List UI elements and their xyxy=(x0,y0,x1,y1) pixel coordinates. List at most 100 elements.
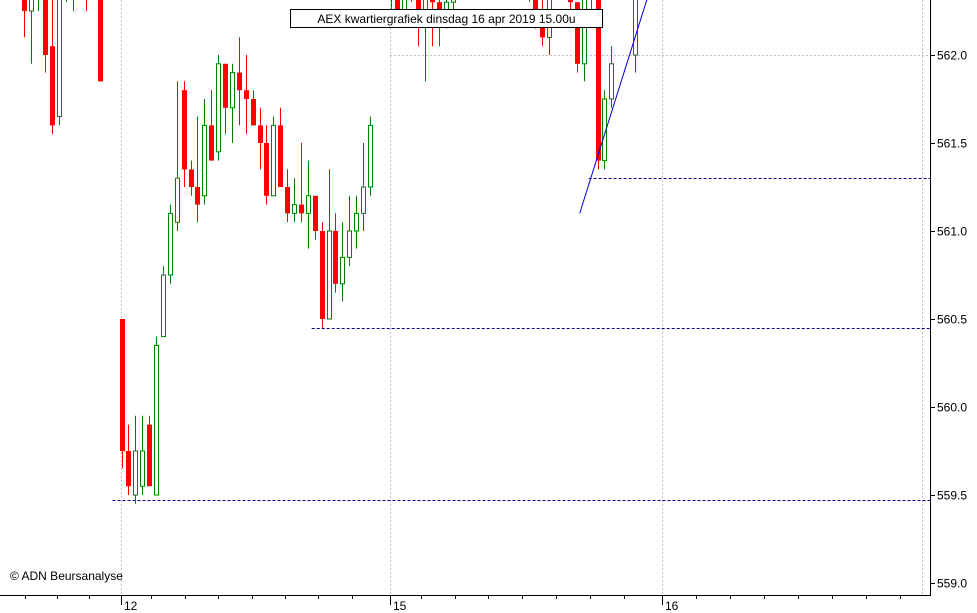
candle xyxy=(361,143,366,231)
candle-body-up xyxy=(175,177,180,223)
candle xyxy=(333,213,338,293)
candle-body-up xyxy=(57,0,62,118)
candle xyxy=(251,90,256,126)
candle xyxy=(258,107,263,170)
candle xyxy=(368,116,373,196)
candle xyxy=(120,319,125,469)
candle xyxy=(230,63,235,143)
candle-body-down xyxy=(395,0,400,11)
candle-body-down xyxy=(189,169,194,187)
candle-body-up xyxy=(161,274,166,338)
candle-body-up xyxy=(340,256,345,285)
candle xyxy=(540,0,545,47)
candles xyxy=(22,0,638,504)
candle xyxy=(202,99,207,205)
candle xyxy=(271,116,276,197)
candle-body-down xyxy=(575,2,580,64)
candle xyxy=(22,0,27,38)
candle xyxy=(237,37,242,126)
candle-body-up xyxy=(354,212,359,232)
candle-body-down xyxy=(209,125,214,161)
y-tick-label: 560.0 xyxy=(937,401,967,415)
candle-body-down xyxy=(333,231,338,284)
candle xyxy=(264,125,269,205)
candle-body-down xyxy=(285,187,290,214)
candle-body-down xyxy=(43,0,48,55)
candle-body-down xyxy=(195,187,200,205)
candle-body-up xyxy=(230,72,235,109)
candle xyxy=(209,90,214,161)
candle-body-down xyxy=(258,125,263,143)
y-tick-label: 561.5 xyxy=(937,137,967,151)
y-tick-label: 559.5 xyxy=(937,489,967,503)
x-axis: 12 15 16 xyxy=(25,595,901,613)
candle-body-down xyxy=(147,424,152,487)
candle-body-up xyxy=(609,63,614,100)
candle xyxy=(29,0,34,64)
candle-body-down xyxy=(264,143,269,196)
candle-body-down xyxy=(278,125,283,187)
candle xyxy=(133,415,138,504)
candle-body-up xyxy=(216,63,221,153)
candle-body-down xyxy=(596,0,601,161)
candle xyxy=(609,46,614,108)
candle-body-up xyxy=(361,186,366,214)
candle xyxy=(278,107,283,187)
candle-body-down xyxy=(120,319,125,451)
candle xyxy=(223,63,228,135)
candle-body-down xyxy=(244,90,249,99)
candle-body-up xyxy=(633,0,638,56)
candle xyxy=(320,222,325,328)
candle xyxy=(568,0,573,11)
candle-body-up xyxy=(292,204,297,214)
candle-body-up xyxy=(347,230,352,258)
candle-body-up xyxy=(29,0,34,12)
candle xyxy=(451,0,456,20)
candle-body-down xyxy=(223,63,228,108)
candle xyxy=(50,0,55,135)
candle xyxy=(126,424,131,495)
candle-body-up xyxy=(368,124,373,188)
candle-body-down xyxy=(182,90,187,170)
candle-body-up xyxy=(168,212,173,276)
y-tick-label: 562.0 xyxy=(937,49,967,63)
candle xyxy=(244,55,249,135)
candle xyxy=(340,222,345,302)
candle xyxy=(98,0,103,82)
candle xyxy=(154,336,159,496)
candle-body-down xyxy=(251,99,256,126)
candle xyxy=(161,266,166,338)
y-tick-label: 559.0 xyxy=(937,577,967,591)
candle-body-down xyxy=(237,72,242,91)
candle-body-down xyxy=(437,2,442,12)
candle xyxy=(195,116,200,223)
candle-body-down xyxy=(430,0,435,3)
x-day-label: 12 xyxy=(124,599,138,613)
candle xyxy=(175,81,180,231)
reference-lines xyxy=(112,178,930,501)
candle-body-down xyxy=(540,19,545,38)
candle-body-down xyxy=(98,0,103,82)
candle xyxy=(299,143,304,223)
candle xyxy=(395,0,400,11)
candle-body-up xyxy=(327,230,332,320)
candle xyxy=(354,195,359,249)
x-day-label: 16 xyxy=(665,599,679,613)
x-day-label: 15 xyxy=(393,599,407,613)
candle-body-up xyxy=(451,0,456,3)
y-tick-label: 561.0 xyxy=(937,225,967,239)
candle-body-up xyxy=(306,195,311,214)
candle-body-down xyxy=(50,46,55,126)
candle xyxy=(306,160,311,249)
candle xyxy=(147,415,152,487)
y-axis: 565.5565.0564.5564.0563.5563.0562.5562.0… xyxy=(930,49,967,591)
candle-body-down xyxy=(313,195,318,231)
candle xyxy=(57,0,62,126)
candle xyxy=(168,204,173,284)
y-tick-label: 560.5 xyxy=(937,313,967,327)
candle-body-up xyxy=(271,124,276,197)
grid-lines xyxy=(121,0,930,595)
candle xyxy=(43,0,48,73)
